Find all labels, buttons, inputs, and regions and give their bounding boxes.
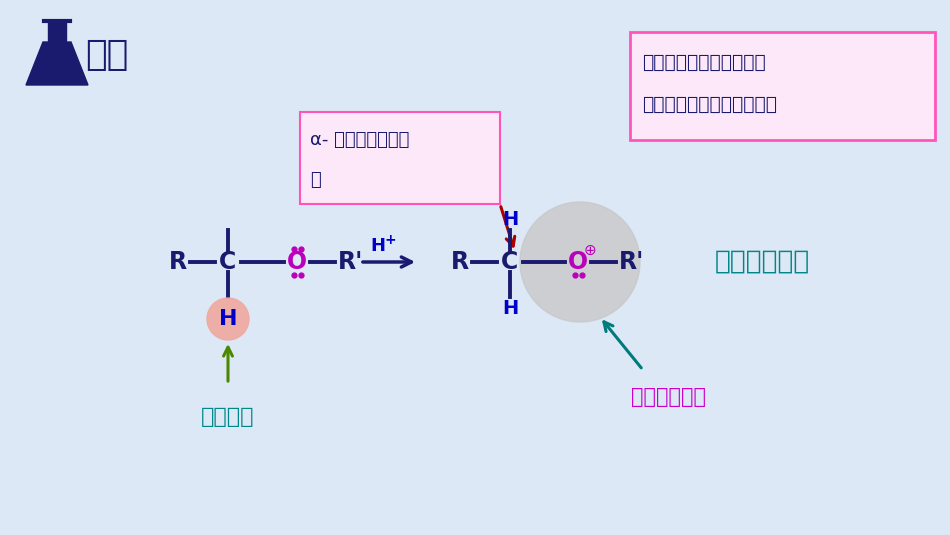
Text: O: O — [287, 250, 307, 274]
Text: R: R — [169, 250, 187, 274]
Text: ⊕: ⊕ — [583, 242, 597, 257]
Text: 总论: 总论 — [85, 38, 128, 72]
Text: α- 碳电子云密度较: α- 碳电子云密度较 — [310, 131, 409, 149]
Circle shape — [207, 298, 249, 340]
Text: C: C — [219, 250, 237, 274]
Text: 亲核取代反应: 亲核取代反应 — [714, 249, 809, 275]
Text: H: H — [502, 210, 518, 228]
FancyBboxPatch shape — [630, 32, 935, 140]
Circle shape — [520, 202, 640, 322]
Text: R: R — [451, 250, 469, 274]
Text: 低: 低 — [310, 171, 321, 189]
Text: H: H — [370, 237, 385, 255]
FancyBboxPatch shape — [300, 112, 500, 204]
Text: R': R' — [338, 250, 364, 274]
Text: 较好的离去基: 较好的离去基 — [631, 387, 706, 407]
Text: O: O — [568, 250, 588, 274]
Text: 易被氧化: 易被氧化 — [201, 407, 255, 427]
Polygon shape — [26, 42, 88, 85]
Text: H: H — [218, 309, 238, 329]
Polygon shape — [48, 20, 66, 42]
Text: C: C — [502, 250, 519, 274]
Text: H: H — [502, 299, 518, 317]
Text: 醚在中性、碱性和弱酸性: 醚在中性、碱性和弱酸性 — [642, 52, 766, 72]
Text: R': R' — [619, 250, 645, 274]
Text: +: + — [385, 233, 397, 247]
Text: 条件下稳定，常用作溶剂。: 条件下稳定，常用作溶剂。 — [642, 95, 777, 113]
